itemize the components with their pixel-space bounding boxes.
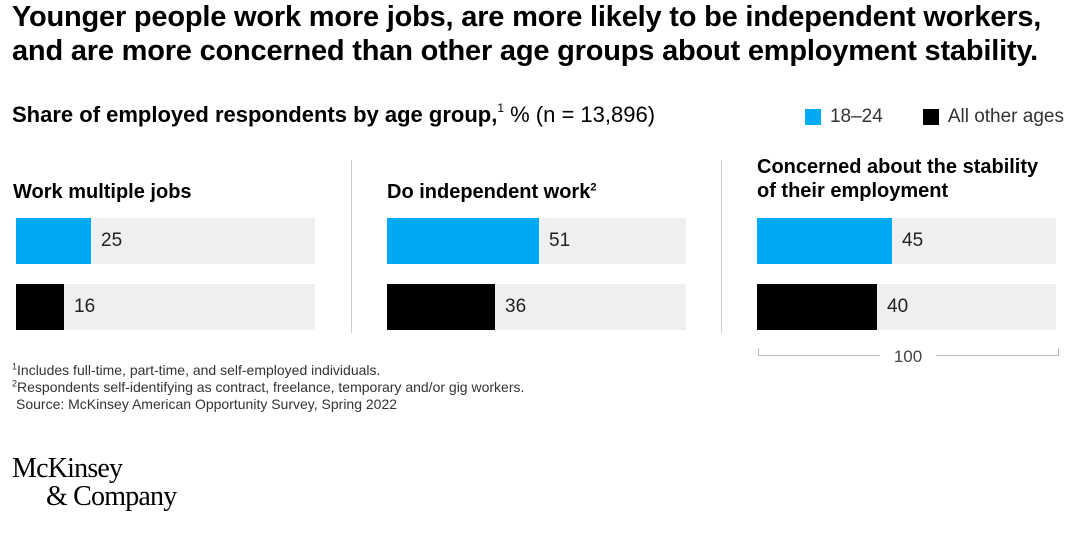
legend-swatch-young [804, 109, 821, 125]
legend: 18–24 All other ages [804, 106, 1064, 128]
bar-value-label: 40 [887, 296, 909, 317]
bar-track: 16 [16, 284, 315, 330]
scale-label: 100 [880, 347, 936, 367]
bar-track: 25 [16, 218, 315, 264]
chart-title: Younger people work more jobs, are more … [12, 1, 1042, 67]
footnote-1-marker: 1 [12, 361, 18, 372]
subtitle-bold: Share of employed respondents by age gro… [12, 102, 498, 127]
footnote-2: 2Respondents self-identifying as contrac… [12, 379, 524, 396]
panel-divider-1 [351, 160, 352, 333]
footnote-2-text: Respondents self-identifying as contract… [17, 379, 525, 395]
panel-title-independent-work: Do independent work2 [387, 180, 687, 204]
legend-item-other: All other ages [922, 106, 1064, 128]
panel-title-text: Do independent work [387, 181, 591, 203]
chart-subtitle: Share of employed respondents by age gro… [12, 101, 655, 129]
bar-other-employment-stability [757, 284, 877, 330]
bar-track: 45 [757, 218, 1056, 264]
mckinsey-logo: McKinsey & Company [12, 453, 177, 512]
subtitle-rest: % (n = 13,896) [504, 102, 656, 127]
panel-title-footnote-marker: 2 [590, 181, 597, 194]
scale-tick-right [1058, 348, 1059, 356]
bar-value-label: 25 [101, 230, 123, 251]
legend-label-other: All other ages [947, 106, 1064, 127]
bar-track: 40 [757, 284, 1056, 330]
footnote-1-text: Includes full-time, part-time, and self-… [17, 362, 381, 378]
scale-tick-left [758, 348, 759, 356]
panel-title-multiple-jobs: Work multiple jobs [13, 180, 313, 204]
bar-young-independent-work [387, 218, 539, 264]
logo-line-2: & Company [46, 481, 177, 512]
footnote-1: 1Includes full-time, part-time, and self… [12, 362, 524, 379]
panel-title-text: Concerned about the stability of their e… [757, 156, 1039, 202]
legend-item-young: 18–24 [804, 106, 883, 128]
bar-value-label: 16 [74, 296, 96, 317]
bar-other-independent-work [387, 284, 495, 330]
bar-track: 36 [387, 284, 686, 330]
bar-young-employment-stability [757, 218, 892, 264]
legend-label-young: 18–24 [829, 106, 883, 127]
source-note: Source: McKinsey American Opportunity Su… [16, 396, 398, 412]
panel-title-employment-stability: Concerned about the stability of their e… [757, 155, 1047, 203]
footnote-2-marker: 2 [12, 378, 18, 389]
bar-value-label: 51 [549, 230, 571, 251]
logo-line-1: McKinsey [12, 453, 123, 484]
bar-track: 51 [387, 218, 686, 264]
footnotes: 1Includes full-time, part-time, and self… [12, 362, 524, 413]
bar-other-multiple-jobs [16, 284, 64, 330]
panel-divider-2 [721, 160, 722, 333]
bar-value-label: 36 [505, 296, 527, 317]
bar-young-multiple-jobs [16, 218, 91, 264]
legend-swatch-other [922, 109, 939, 125]
bar-value-label: 45 [902, 230, 924, 251]
subtitle-footnote-marker: 1 [497, 100, 504, 115]
panel-title-text: Work multiple jobs [13, 181, 192, 203]
